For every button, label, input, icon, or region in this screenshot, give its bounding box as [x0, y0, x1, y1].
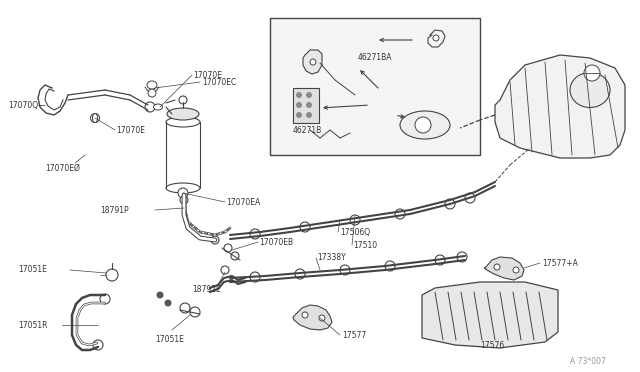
- Circle shape: [433, 35, 439, 41]
- Text: 17338Y: 17338Y: [317, 253, 346, 263]
- Circle shape: [165, 300, 171, 306]
- Ellipse shape: [147, 81, 157, 89]
- Text: 17051R: 17051R: [18, 321, 47, 330]
- Ellipse shape: [154, 104, 163, 110]
- Circle shape: [93, 340, 103, 350]
- Circle shape: [211, 236, 219, 244]
- Circle shape: [310, 59, 316, 65]
- Circle shape: [148, 89, 156, 97]
- Ellipse shape: [570, 73, 610, 108]
- Circle shape: [465, 193, 475, 203]
- Circle shape: [145, 102, 155, 112]
- Circle shape: [179, 96, 187, 104]
- Text: 17051E: 17051E: [155, 336, 184, 344]
- Ellipse shape: [400, 111, 450, 139]
- Text: 17506Q: 17506Q: [340, 228, 370, 237]
- Circle shape: [178, 188, 188, 198]
- Circle shape: [319, 315, 325, 321]
- Ellipse shape: [93, 113, 97, 122]
- Ellipse shape: [167, 108, 199, 120]
- Circle shape: [385, 261, 395, 271]
- Text: 17577: 17577: [342, 330, 366, 340]
- Circle shape: [302, 312, 308, 318]
- Circle shape: [231, 252, 239, 260]
- Circle shape: [100, 294, 110, 304]
- Ellipse shape: [166, 183, 200, 193]
- Circle shape: [435, 255, 445, 265]
- Polygon shape: [293, 305, 332, 330]
- Circle shape: [296, 93, 301, 97]
- Circle shape: [340, 265, 350, 275]
- Circle shape: [445, 199, 455, 209]
- Circle shape: [250, 272, 260, 282]
- Text: 46271BA: 46271BA: [358, 52, 392, 61]
- Circle shape: [307, 103, 312, 108]
- Circle shape: [224, 244, 232, 252]
- Circle shape: [300, 222, 310, 232]
- Circle shape: [350, 215, 360, 225]
- Circle shape: [190, 307, 200, 317]
- Circle shape: [415, 117, 431, 133]
- Circle shape: [584, 65, 600, 81]
- Circle shape: [296, 103, 301, 108]
- Text: 17070Q—: 17070Q—: [8, 100, 45, 109]
- Circle shape: [395, 209, 405, 219]
- Circle shape: [106, 269, 118, 281]
- Circle shape: [494, 264, 500, 270]
- Text: 17051E: 17051E: [18, 266, 47, 275]
- Text: 17577+A: 17577+A: [542, 259, 578, 267]
- Polygon shape: [484, 257, 524, 280]
- Circle shape: [296, 112, 301, 118]
- Circle shape: [180, 196, 188, 204]
- Circle shape: [307, 112, 312, 118]
- Circle shape: [90, 113, 99, 122]
- Text: 17510: 17510: [353, 241, 377, 250]
- Text: 17576: 17576: [480, 340, 504, 350]
- Circle shape: [513, 267, 519, 273]
- Text: 17070EB: 17070EB: [259, 237, 293, 247]
- Circle shape: [221, 266, 229, 274]
- Circle shape: [295, 269, 305, 279]
- Text: 18792E: 18792E: [192, 285, 221, 295]
- Circle shape: [157, 292, 163, 298]
- Circle shape: [457, 252, 467, 262]
- Circle shape: [250, 229, 260, 239]
- Polygon shape: [495, 55, 625, 158]
- Text: A 73*007: A 73*007: [570, 357, 606, 366]
- Ellipse shape: [166, 117, 200, 127]
- Text: 18791P: 18791P: [100, 205, 129, 215]
- Text: 17070EC: 17070EC: [202, 77, 236, 87]
- Bar: [293, 88, 319, 123]
- Circle shape: [180, 303, 190, 313]
- Text: 17070E: 17070E: [116, 125, 145, 135]
- Text: 17070EØ: 17070EØ: [45, 164, 80, 173]
- Bar: [270, 18, 480, 155]
- Text: 17070E: 17070E: [193, 71, 222, 80]
- Text: 17070EA: 17070EA: [226, 198, 260, 206]
- Polygon shape: [303, 50, 322, 74]
- Text: 46271B: 46271B: [293, 125, 323, 135]
- Circle shape: [307, 93, 312, 97]
- Polygon shape: [422, 282, 558, 348]
